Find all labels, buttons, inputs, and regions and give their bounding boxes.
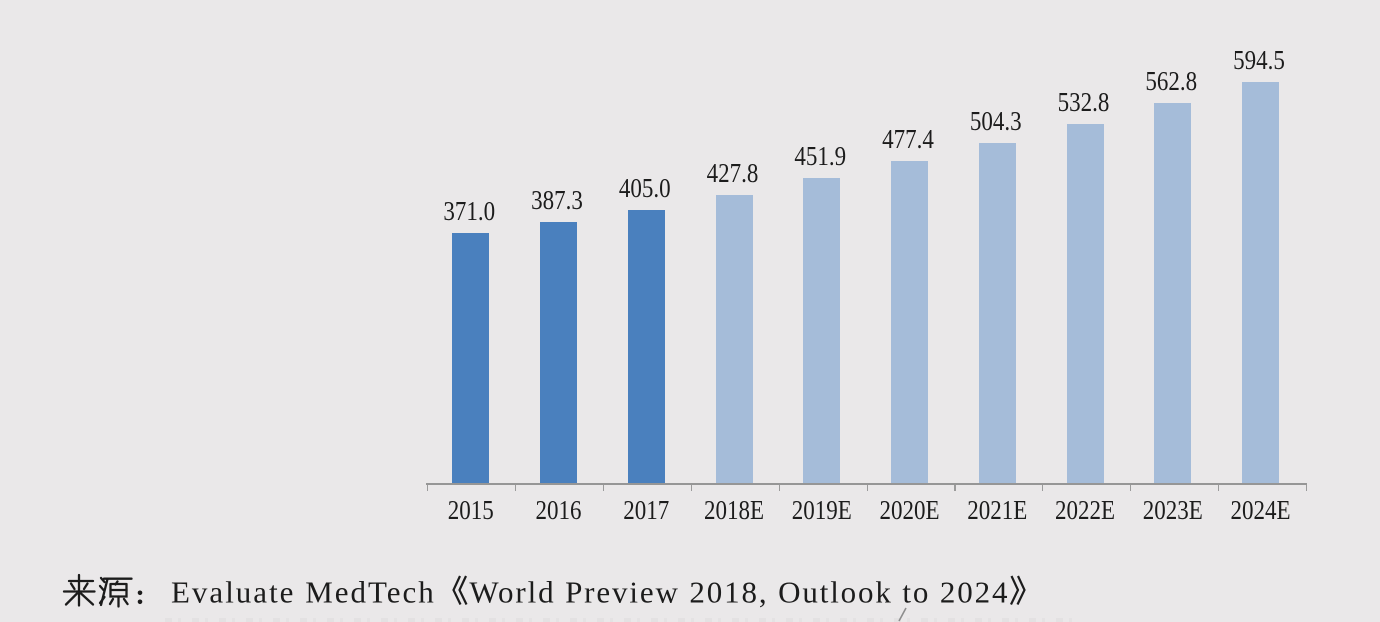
svg-text:Evaluate MedTech: Evaluate MedTech [171, 575, 436, 610]
svg-text:World Preview 2018, Outlook to: World Preview 2018, Outlook to 2024 [469, 575, 1009, 610]
